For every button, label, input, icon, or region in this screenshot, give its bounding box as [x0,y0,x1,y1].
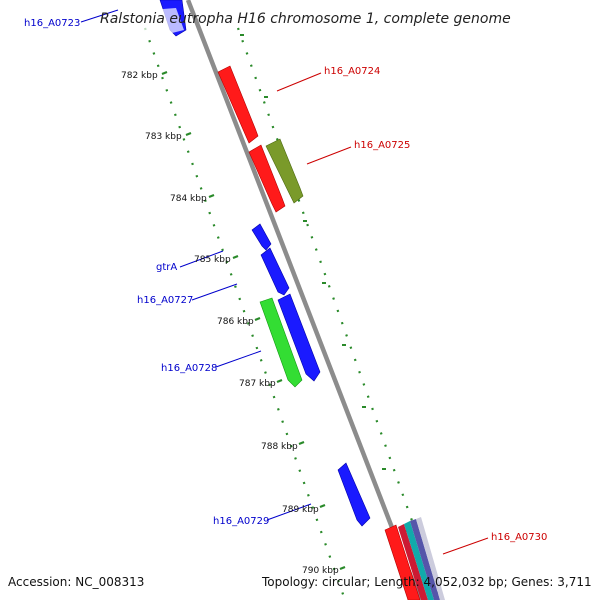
kbp-tick-5 [276,378,283,384]
cds-h16-a0725[interactable] [265,138,304,204]
gene-label-h16-a0725[interactable]: h16_A0725 [354,140,410,151]
cds-h16-a0727[interactable] [260,247,290,296]
gene-labels: h16_A0723 h16_A0724 h16_A0725 gtrA h16_A… [24,18,547,543]
tick-label-785: 785 kbp [194,255,231,265]
tick-label-787: 787 kbp [239,379,276,389]
gene-label-h16-a0730[interactable]: h16_A0730 [491,532,547,543]
cds-h16-a0729[interactable] [337,462,371,527]
gene-label-gtra[interactable]: gtrA [156,262,177,273]
kbp-tick-7 [319,503,326,509]
cds-h16-a0728-blue[interactable] [277,293,321,382]
cds-h16-a0724[interactable] [217,65,259,144]
gene-label-h16-a0724[interactable]: h16_A0724 [324,66,380,77]
cds-h16-a0730-b [398,524,428,600]
cds-gtra[interactable] [251,223,272,251]
kbp-tick-2 [208,193,215,199]
map-title: Ralstonia eutropha H16 chromosome 1, com… [100,11,511,27]
cds-h16-a0723-highlight [98,8,184,36]
cds-h16-a0730-d [410,519,440,600]
kbp-tick-3 [232,254,239,260]
kbp-tick-4 [254,316,261,322]
gene-label-h16-a0727[interactable]: h16_A0727 [137,295,193,306]
cds-h16-a0725-red[interactable] [248,144,286,213]
kbp-tick-8 [339,565,346,571]
kbp-tick-1 [185,131,192,137]
tick-label-790: 790 kbp [302,566,339,576]
kbp-tick-0 [161,70,168,76]
cds-h16-a0730-c [404,521,434,600]
tick-label-788: 788 kbp [261,442,298,452]
topology-text: Topology: circular; Length: 4,052,032 bp… [261,575,592,589]
gene-label-h16-a0723[interactable]: h16_A0723 [24,18,80,29]
chromosome-backbone [185,0,423,600]
gene-label-h16-a0728[interactable]: h16_A0728 [161,363,217,374]
tick-label-789: 789 kbp [282,505,319,515]
cds-h16-a0728[interactable] [259,297,303,388]
cds-features [98,0,445,600]
tick-label-782: 782 kbp [121,71,158,81]
tick-label-783: 783 kbp [145,132,182,142]
cds-h16-a0730-e [416,517,445,600]
accession-text: Accession: NC_008313 [8,575,144,589]
tick-label-784: 784 kbp [170,194,207,204]
cds-h16-a0730[interactable] [384,524,421,600]
kbp-labels: 782 kbp 783 kbp 784 kbp 785 kbp 786 kbp … [121,71,339,576]
gene-label-h16-a0729[interactable]: h16_A0729 [213,516,269,527]
kbp-tick-6 [298,440,305,446]
gene-leader-lines [80,9,489,555]
tick-label-786: 786 kbp [217,317,254,327]
outer-track-ticks [240,34,407,532]
